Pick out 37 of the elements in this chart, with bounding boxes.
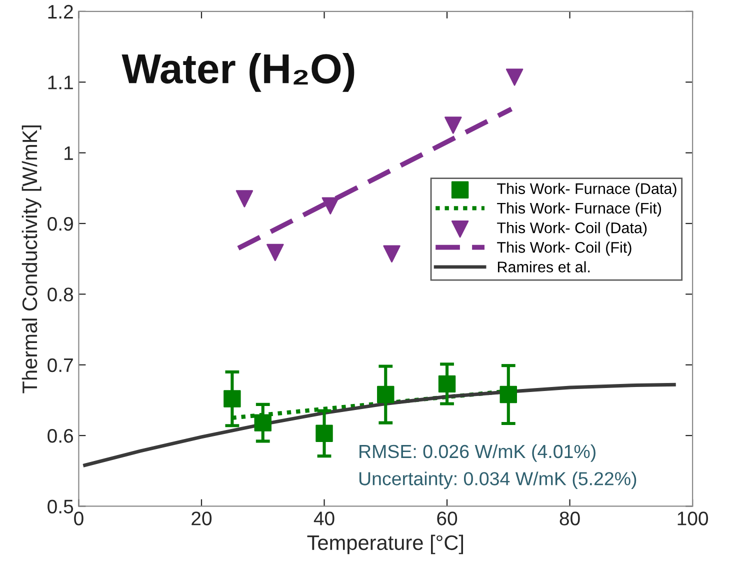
y-tick-label: 0.8 xyxy=(48,288,74,302)
point xyxy=(316,424,333,442)
y-tick-label: 0.6 xyxy=(48,429,74,443)
legend-label: Ramires et al. xyxy=(498,261,590,272)
annotation: Uncertainty: 0.034 W/mK (5.22%) xyxy=(359,472,636,490)
x-tick-label: 100 xyxy=(678,512,708,526)
y-tick-label: 0.9 xyxy=(48,216,73,231)
y-tick-label: 1.1 xyxy=(48,76,73,90)
y-axis-title: Thermal Conductivity [W/mK] xyxy=(22,125,42,394)
y-tick-label: 1 xyxy=(64,146,73,160)
x-axis-title: Temperature [°C] xyxy=(307,534,464,554)
y-tick-label: 0.7 xyxy=(48,358,73,372)
text: Water (H₂O) xyxy=(122,52,354,92)
point xyxy=(254,414,272,432)
x-tick-label: 40 xyxy=(314,512,334,526)
legend-label: This Work- Coil (Fit) xyxy=(497,242,632,256)
legend-label: This Work- Coil (Data) xyxy=(497,222,647,236)
x-tick-label: 0 xyxy=(74,512,84,526)
point xyxy=(438,375,456,393)
x-tick-label: 60 xyxy=(437,512,458,526)
point xyxy=(224,390,241,408)
point xyxy=(266,244,284,262)
point xyxy=(383,245,400,262)
point xyxy=(236,190,254,208)
annotation: RMSE: 0.026 W/mK (4.01%) xyxy=(360,444,596,462)
legend-label: This Work- Furnace (Data) xyxy=(497,182,676,198)
point xyxy=(444,116,462,134)
line-series xyxy=(83,382,676,467)
y-tick-label: 1.2 xyxy=(48,4,73,18)
x-tick-label: 80 xyxy=(560,512,580,526)
y-tick-label: 0.5 xyxy=(48,500,74,514)
point xyxy=(506,68,524,86)
x-tick-label: 20 xyxy=(192,512,212,526)
legend-label: This Work- Furnace (Fit) xyxy=(497,202,662,217)
point xyxy=(377,386,394,404)
point xyxy=(322,197,340,214)
point xyxy=(500,386,518,404)
